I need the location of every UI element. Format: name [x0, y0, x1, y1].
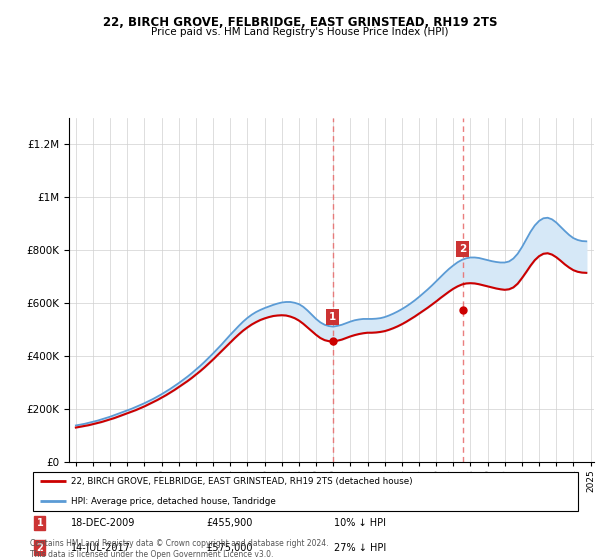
Text: 1: 1	[329, 312, 336, 323]
Text: £575,000: £575,000	[206, 543, 253, 553]
Text: 22, BIRCH GROVE, FELBRIDGE, EAST GRINSTEAD, RH19 2TS (detached house): 22, BIRCH GROVE, FELBRIDGE, EAST GRINSTE…	[71, 477, 413, 486]
Text: Price paid vs. HM Land Registry's House Price Index (HPI): Price paid vs. HM Land Registry's House …	[151, 27, 449, 37]
Text: 18-DEC-2009: 18-DEC-2009	[71, 518, 136, 528]
Text: HPI: Average price, detached house, Tandridge: HPI: Average price, detached house, Tand…	[71, 497, 276, 506]
Text: 1: 1	[37, 518, 43, 528]
FancyBboxPatch shape	[33, 472, 578, 511]
Text: Contains HM Land Registry data © Crown copyright and database right 2024.
This d: Contains HM Land Registry data © Crown c…	[30, 539, 329, 559]
Text: 10% ↓ HPI: 10% ↓ HPI	[334, 518, 386, 528]
Text: 27% ↓ HPI: 27% ↓ HPI	[334, 543, 386, 553]
Text: £455,900: £455,900	[206, 518, 253, 528]
Text: 2: 2	[459, 244, 466, 254]
Text: 14-JUL-2017: 14-JUL-2017	[71, 543, 131, 553]
Text: 22, BIRCH GROVE, FELBRIDGE, EAST GRINSTEAD, RH19 2TS: 22, BIRCH GROVE, FELBRIDGE, EAST GRINSTE…	[103, 16, 497, 29]
Text: 2: 2	[37, 543, 43, 553]
